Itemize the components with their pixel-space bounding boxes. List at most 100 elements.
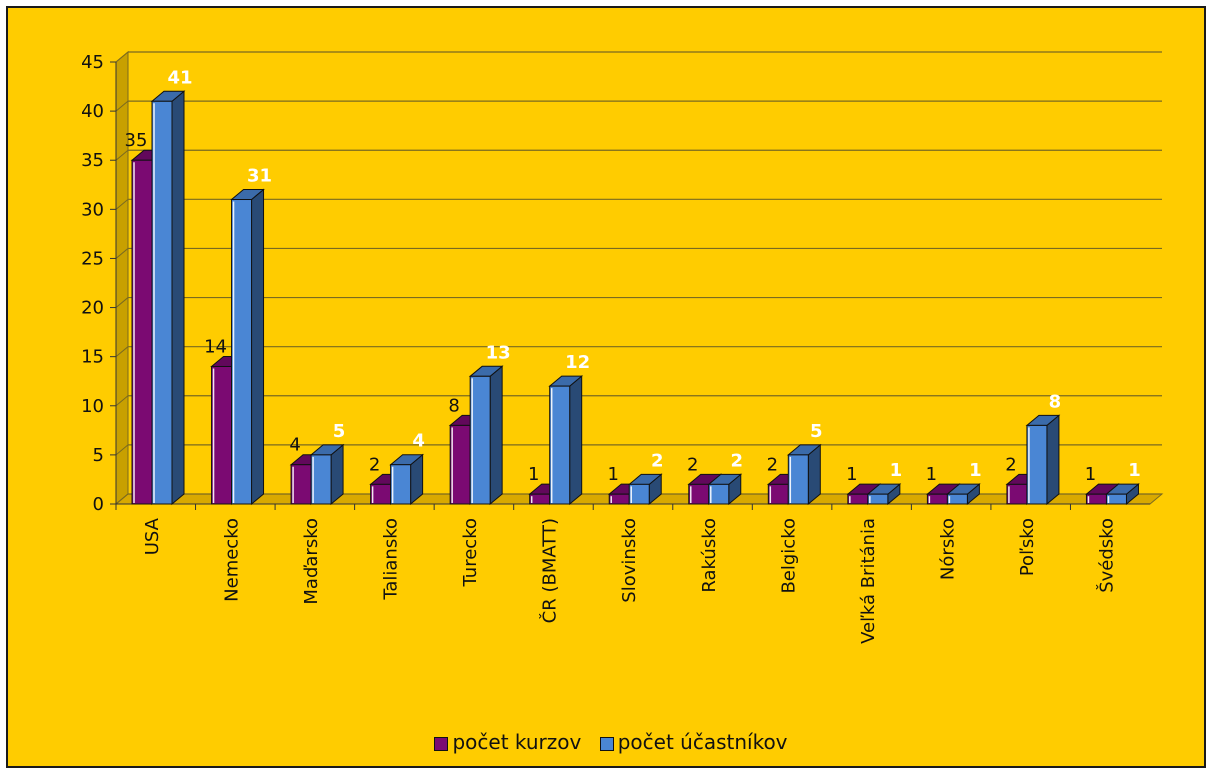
data-label: 8	[1049, 391, 1062, 412]
bar-front	[867, 493, 889, 505]
bar-ucastnikov	[627, 473, 663, 506]
ytick-label: 40	[81, 101, 104, 122]
xtick-label: USA	[142, 517, 163, 555]
gridline-diag	[115, 149, 129, 161]
data-label: 2	[687, 454, 698, 475]
data-label: 1	[1085, 464, 1096, 485]
data-label: 4	[412, 431, 425, 452]
data-label: 8	[448, 395, 459, 416]
gridline-diag	[115, 346, 129, 358]
data-label: 1	[846, 464, 857, 485]
xtick-label: Rakúsko	[699, 518, 720, 593]
xtick-label: Veľká Británia	[858, 518, 879, 644]
bar-side	[171, 90, 185, 506]
gridline-diag	[115, 100, 129, 112]
xtick-label: Belgicko	[778, 518, 799, 594]
bar-front	[1085, 493, 1107, 505]
data-label: 2	[731, 450, 744, 471]
xtick-label: Nemecko	[222, 518, 243, 602]
bar-side	[569, 375, 583, 506]
bar-front	[787, 454, 809, 505]
ytick-label: 35	[81, 150, 104, 171]
chart-frame: 0 5 10 15 20 25 30 35 40 45 35 41 USA 14 31 Nemecko 4 5 Ma…	[6, 6, 1206, 768]
xtick-label: Turecko	[460, 518, 481, 587]
data-label: 31	[247, 166, 272, 187]
bar-front	[767, 483, 789, 505]
data-label: 1	[528, 464, 539, 485]
bar-front	[708, 483, 730, 505]
bar-side	[251, 188, 265, 506]
bar-ucastnikov	[150, 90, 186, 506]
bar-front	[549, 385, 571, 505]
data-label: 41	[167, 67, 192, 88]
gridline-diag	[115, 395, 129, 407]
bar-ucastnikov	[707, 473, 743, 506]
xtick-label: Švédsko	[1095, 518, 1117, 593]
bar-front	[469, 375, 491, 505]
gridline-diag	[115, 297, 129, 308]
data-label: 2	[369, 454, 380, 475]
ytick-label: 20	[81, 298, 104, 319]
xtick-label: Taliansko	[381, 518, 402, 601]
bar-front	[847, 493, 869, 505]
bar-ucastnikov	[786, 443, 822, 506]
data-label: 2	[1005, 454, 1016, 475]
ytick-label: 5	[93, 445, 104, 466]
bar-front	[1006, 483, 1028, 505]
bar-chart: 0510152025303540453541USA1431Nemecko45Ma…	[81, 50, 1164, 644]
bar-front	[449, 424, 471, 505]
data-label: 12	[565, 352, 590, 373]
bar-ucastnikov	[946, 483, 981, 506]
legend-item-kurzov: počet kurzov	[434, 730, 581, 754]
chart-legend: počet kurzov počet účastníkov	[8, 730, 1214, 754]
legend-item-ucastnikov: počet účastníkov	[599, 730, 788, 754]
data-label: 13	[486, 342, 511, 363]
xtick-label: Maďarsko	[301, 518, 322, 605]
bar-front	[131, 159, 153, 505]
ytick-label: 45	[81, 52, 104, 73]
bar-side	[1046, 414, 1060, 506]
bar-ucastnikov	[1025, 414, 1061, 506]
data-label: 4	[289, 435, 300, 456]
bar-front	[310, 454, 332, 505]
xtick-label: Nórsko	[937, 518, 958, 580]
bar-front	[628, 483, 650, 505]
gridline-diag	[115, 51, 129, 63]
bar-front	[211, 365, 233, 505]
gridline-diag	[115, 248, 129, 259]
data-label: 35	[125, 130, 148, 151]
bar-ucastnikov	[866, 483, 902, 506]
bar-ucastnikov	[468, 365, 504, 506]
gridline-diag	[115, 493, 129, 505]
bar-ucastnikov	[230, 188, 265, 506]
data-label: 1	[926, 464, 937, 485]
data-label: 5	[333, 421, 346, 442]
bar-front	[1105, 493, 1127, 505]
bar-front	[151, 100, 173, 505]
bar-front	[688, 483, 710, 505]
legend-swatch-ucastnikov	[599, 736, 614, 751]
back-wall	[128, 52, 1162, 494]
ytick-label: 0	[93, 494, 104, 515]
bar-ucastnikov	[309, 443, 345, 506]
legend-label-ucastnikov: počet účastníkov	[617, 730, 788, 754]
bar-side	[489, 365, 503, 506]
data-label: 2	[767, 454, 778, 475]
bar-front	[390, 464, 412, 505]
bar-ucastnikov	[548, 375, 584, 506]
side-wall	[115, 50, 129, 506]
bar-ucastnikov	[1105, 483, 1140, 506]
bar-front	[926, 493, 948, 505]
legend-label-kurzov: počet kurzov	[452, 730, 582, 754]
data-label: 5	[810, 421, 823, 442]
bar-front	[290, 464, 312, 505]
data-label: 1	[969, 460, 982, 481]
ytick-label: 15	[81, 347, 104, 368]
ytick-label: 25	[81, 248, 104, 269]
ytick-label: 30	[81, 199, 104, 220]
bar-front	[529, 493, 551, 505]
bar-front	[608, 493, 630, 505]
data-label: 1	[890, 460, 903, 481]
bar-front	[946, 493, 968, 505]
ytick-label: 10	[81, 396, 104, 417]
